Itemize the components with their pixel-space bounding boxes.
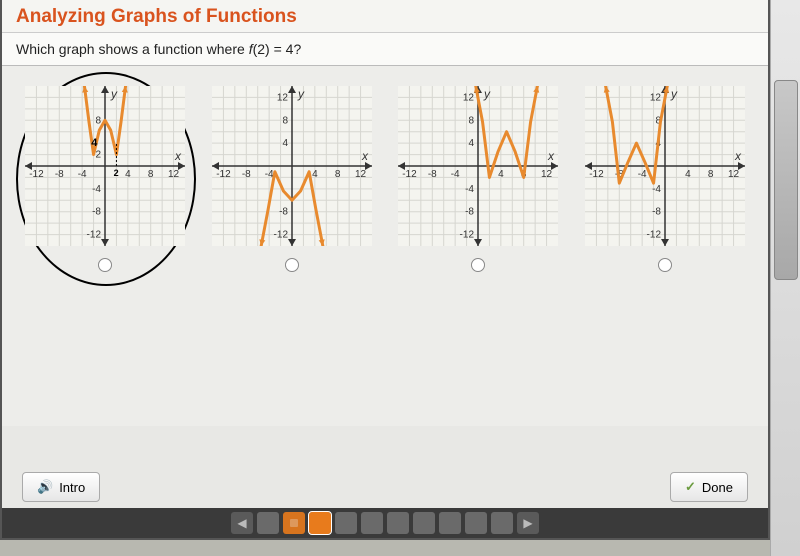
svg-text:-12: -12 — [646, 230, 661, 241]
svg-text:4: 4 — [498, 169, 504, 180]
svg-text:-8: -8 — [279, 207, 288, 218]
nav-slot-7[interactable] — [413, 512, 435, 534]
svg-text:-4: -4 — [451, 169, 460, 180]
svg-text:-4: -4 — [465, 184, 474, 195]
svg-text:y: y — [670, 87, 678, 101]
answer-option-D[interactable]: -12-8-448121284-4-8-12xy — [585, 86, 745, 277]
lesson-header: Analyzing Graphs of Functions — [2, 0, 768, 33]
svg-text:8: 8 — [96, 115, 102, 126]
svg-text:2: 2 — [96, 150, 102, 161]
svg-text:x: x — [174, 149, 182, 163]
svg-text:y: y — [297, 87, 305, 101]
svg-text:8: 8 — [335, 169, 341, 180]
svg-text:-12: -12 — [273, 230, 288, 241]
graph-plot: -12-8-448121284-8-12xy — [212, 86, 372, 246]
radio-option-C[interactable] — [471, 258, 485, 272]
lesson-title: Analyzing Graphs of Functions — [16, 6, 754, 28]
nav-slot-1[interactable] — [257, 512, 279, 534]
svg-text:8: 8 — [282, 115, 288, 126]
answer-option-B[interactable]: -12-8-448121284-8-12xy — [212, 86, 372, 277]
svg-text:-12: -12 — [402, 169, 417, 180]
nav-prev[interactable]: ◀ — [231, 512, 253, 534]
svg-text:12: 12 — [277, 92, 289, 103]
svg-text:-4: -4 — [652, 184, 661, 195]
intro-button[interactable]: 🔊 Intro — [22, 472, 100, 502]
nav-slot-10[interactable] — [491, 512, 513, 534]
svg-text:12: 12 — [650, 92, 662, 103]
scroll-thumb[interactable] — [774, 80, 798, 280]
progress-nav: ◀ ▶ — [2, 508, 768, 538]
radio-option-A[interactable] — [98, 258, 112, 272]
nav-slot-8[interactable] — [439, 512, 461, 534]
svg-text:-8: -8 — [465, 207, 474, 218]
svg-text:12: 12 — [168, 169, 180, 180]
svg-text:-12: -12 — [216, 169, 231, 180]
svg-text:-8: -8 — [242, 169, 251, 180]
intro-label: Intro — [59, 480, 85, 495]
graph-plot: -12-8-448121284-4-8-12xy — [585, 86, 745, 246]
radio-option-B[interactable] — [285, 258, 299, 272]
answer-option-C[interactable]: -12-8-448121284-4-8-12xy — [398, 86, 558, 277]
window-scrollbar[interactable] — [770, 0, 800, 556]
svg-text:4: 4 — [125, 169, 131, 180]
answer-area: -12-8-4481282-4-8-12xy 4 2 -12-8-4481212… — [2, 66, 768, 426]
svg-text:-8: -8 — [428, 169, 437, 180]
nav-next[interactable]: ▶ — [517, 512, 539, 534]
svg-text:-8: -8 — [652, 207, 661, 218]
nav-slot-2[interactable] — [283, 512, 305, 534]
svg-text:4: 4 — [469, 138, 475, 149]
svg-text:-12: -12 — [460, 230, 475, 241]
svg-text:4: 4 — [685, 169, 691, 180]
radio-option-D[interactable] — [658, 258, 672, 272]
nav-slot-5[interactable] — [361, 512, 383, 534]
check-icon: ✓ — [685, 479, 696, 495]
done-label: Done — [702, 480, 733, 495]
svg-text:-12: -12 — [589, 169, 604, 180]
svg-text:12: 12 — [463, 92, 475, 103]
speaker-icon: 🔊 — [37, 479, 53, 495]
app-window: Analyzing Graphs of Functions Which grap… — [0, 0, 770, 540]
nav-slot-3[interactable] — [309, 512, 331, 534]
question-text: Which graph shows a function where f(2) … — [2, 33, 768, 66]
nav-slot-9[interactable] — [465, 512, 487, 534]
svg-text:12: 12 — [728, 169, 740, 180]
svg-text:12: 12 — [541, 169, 553, 180]
svg-text:-4: -4 — [637, 169, 646, 180]
svg-text:8: 8 — [148, 169, 154, 180]
svg-text:4: 4 — [282, 138, 288, 149]
svg-text:-8: -8 — [92, 207, 101, 218]
svg-text:4: 4 — [312, 169, 318, 180]
graph-plot: -12-8-448121284-4-8-12xy — [398, 86, 558, 246]
answer-option-A[interactable]: -12-8-4481282-4-8-12xy 4 2 — [25, 86, 185, 277]
svg-text:-12: -12 — [87, 230, 102, 241]
svg-text:x: x — [734, 149, 742, 163]
svg-text:-12: -12 — [29, 169, 44, 180]
svg-text:-4: -4 — [78, 169, 87, 180]
svg-text:-4: -4 — [92, 184, 101, 195]
nav-slot-4[interactable] — [335, 512, 357, 534]
done-button[interactable]: ✓ Done — [670, 472, 748, 502]
nav-slot-6[interactable] — [387, 512, 409, 534]
svg-text:-8: -8 — [55, 169, 64, 180]
svg-text:x: x — [361, 149, 369, 163]
footer-bar: 🔊 Intro ✓ Done — [2, 472, 768, 502]
svg-text:12: 12 — [355, 169, 367, 180]
svg-text:8: 8 — [469, 115, 475, 126]
svg-text:8: 8 — [708, 169, 714, 180]
svg-text:x: x — [547, 149, 555, 163]
graph-plot: -12-8-4481282-4-8-12xy 4 2 — [25, 86, 185, 246]
svg-text:y: y — [110, 87, 118, 101]
svg-text:y: y — [483, 87, 491, 101]
